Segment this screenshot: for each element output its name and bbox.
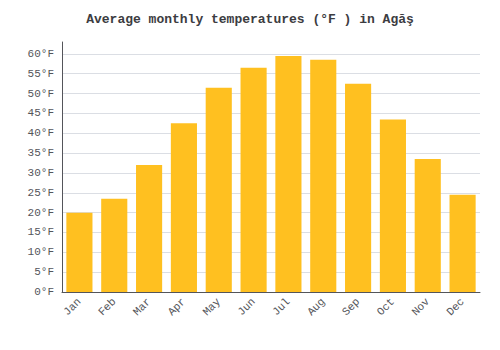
svg-text:Oct: Oct — [375, 296, 397, 318]
svg-text:Sep: Sep — [340, 296, 362, 318]
svg-text:20°F: 20°F — [28, 207, 54, 219]
svg-text:Aug: Aug — [305, 296, 327, 318]
svg-text:60°F: 60°F — [28, 48, 54, 60]
svg-text:45°F: 45°F — [28, 107, 54, 119]
svg-text:Jan: Jan — [61, 296, 83, 318]
svg-text:30°F: 30°F — [28, 167, 54, 179]
svg-text:Nov: Nov — [410, 295, 433, 318]
svg-text:Jul: Jul — [270, 296, 292, 318]
svg-text:55°F: 55°F — [28, 68, 54, 80]
svg-text:15°F: 15°F — [28, 226, 54, 238]
svg-text:10°F: 10°F — [28, 246, 54, 258]
svg-text:0°F: 0°F — [34, 286, 54, 298]
svg-text:Average monthly temperatures (: Average monthly temperatures (°F ) in Ag… — [86, 12, 414, 27]
svg-text:25°F: 25°F — [28, 187, 54, 199]
svg-text:Mar: Mar — [131, 296, 153, 318]
svg-text:5°F: 5°F — [34, 266, 54, 278]
svg-text:Dec: Dec — [444, 296, 466, 318]
svg-text:Apr: Apr — [166, 296, 188, 318]
svg-text:35°F: 35°F — [28, 147, 54, 159]
svg-text:May: May — [201, 295, 224, 318]
svg-text:40°F: 40°F — [28, 127, 54, 139]
svg-text:Feb: Feb — [96, 296, 118, 318]
svg-text:50°F: 50°F — [28, 88, 54, 100]
svg-text:Jun: Jun — [235, 296, 257, 318]
